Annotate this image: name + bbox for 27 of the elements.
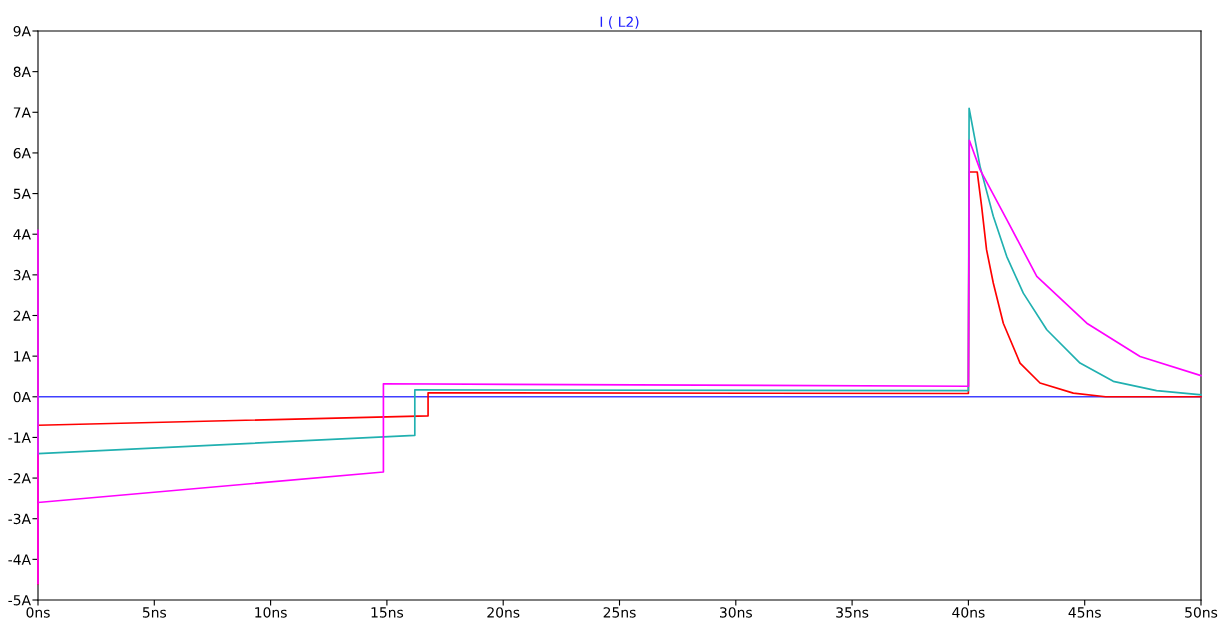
- x-tick-label: 35ns: [836, 607, 869, 618]
- x-tick-label: 40ns: [952, 607, 985, 618]
- y-tick-label: 6A: [13, 147, 31, 159]
- y-tick-label: 7A: [13, 107, 31, 118]
- x-tick-label: 30ns: [720, 607, 752, 618]
- x-tick-label: 10ns: [255, 607, 287, 618]
- y-tick-label: -1A: [8, 432, 31, 443]
- y-tick-label: 3A: [13, 269, 31, 281]
- x-tick-label: 45ns: [1068, 607, 1101, 618]
- chart-title: I ( L2): [600, 16, 639, 29]
- x-tick-label: 25ns: [603, 607, 636, 618]
- y-tick-label: -5A: [8, 595, 31, 606]
- x-tick-label: 5ns: [142, 607, 167, 618]
- y-tick-label: -4A: [8, 554, 31, 565]
- x-tick-label: 50ns: [1185, 607, 1218, 618]
- y-tick-label: 2A: [13, 310, 31, 321]
- y-tick-label: 9A: [13, 25, 31, 37]
- y-tick-label: 4A: [13, 229, 31, 240]
- x-tick-label: 20ns: [487, 607, 520, 618]
- y-tick-label: 0A: [13, 391, 31, 403]
- y-tick-label: -2A: [8, 473, 31, 484]
- y-tick-label: 8A: [13, 66, 31, 78]
- x-tick-label: 15ns: [371, 607, 404, 618]
- y-tick-label: 1A: [14, 351, 31, 362]
- y-tick-label: -3A: [8, 513, 31, 525]
- y-tick-label: 5A: [13, 188, 31, 200]
- x-tick-label: 0ns: [26, 607, 50, 618]
